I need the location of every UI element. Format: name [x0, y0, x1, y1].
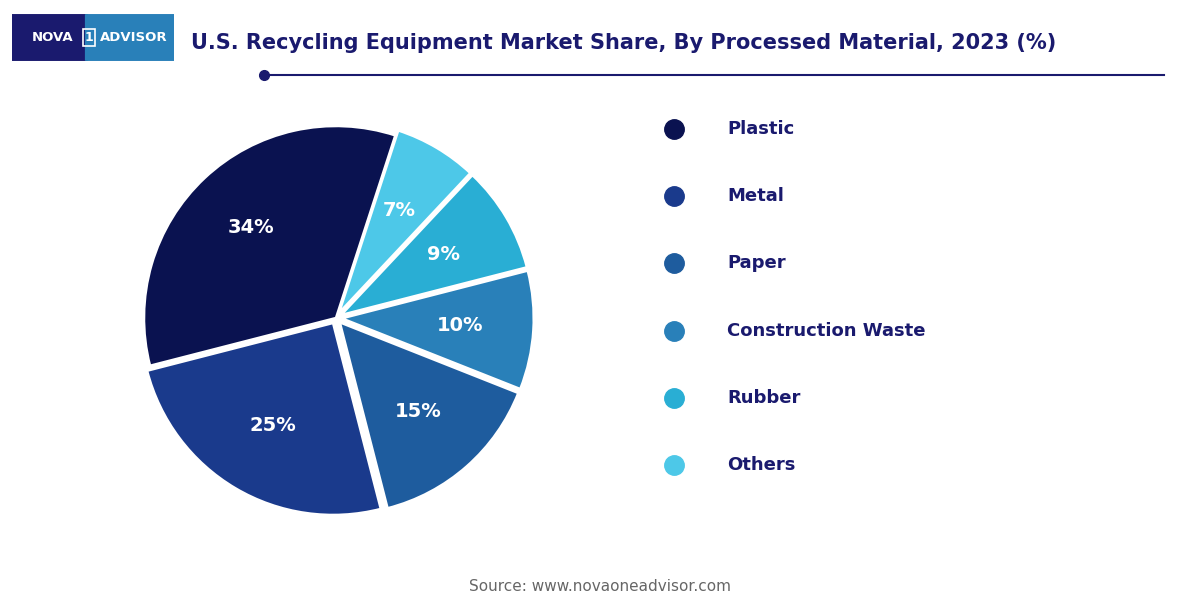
- Text: ADVISOR: ADVISOR: [100, 31, 167, 44]
- Wedge shape: [342, 271, 534, 389]
- Text: 34%: 34%: [227, 218, 274, 236]
- Text: 25%: 25%: [250, 416, 296, 435]
- Text: Construction Waste: Construction Waste: [727, 322, 925, 340]
- Text: 15%: 15%: [395, 402, 442, 421]
- Wedge shape: [144, 126, 395, 366]
- Text: Metal: Metal: [727, 187, 784, 205]
- Text: 9%: 9%: [427, 245, 460, 264]
- Text: 1: 1: [84, 31, 94, 44]
- Text: NOVA: NOVA: [31, 31, 73, 44]
- Text: Others: Others: [727, 456, 796, 474]
- Text: Rubber: Rubber: [727, 389, 800, 407]
- Wedge shape: [148, 323, 380, 515]
- Text: Source: www.novaoneadvisor.com: Source: www.novaoneadvisor.com: [469, 579, 731, 594]
- Text: 7%: 7%: [383, 201, 416, 220]
- Text: U.S. Recycling Equipment Market Share, By Processed Material, 2023 (%): U.S. Recycling Equipment Market Share, B…: [191, 33, 1057, 53]
- FancyBboxPatch shape: [85, 14, 175, 61]
- Wedge shape: [338, 130, 470, 313]
- Text: 10%: 10%: [437, 316, 484, 335]
- Wedge shape: [341, 175, 527, 315]
- FancyBboxPatch shape: [11, 14, 88, 61]
- Wedge shape: [340, 322, 518, 508]
- Text: Paper: Paper: [727, 254, 786, 272]
- Text: Plastic: Plastic: [727, 120, 794, 138]
